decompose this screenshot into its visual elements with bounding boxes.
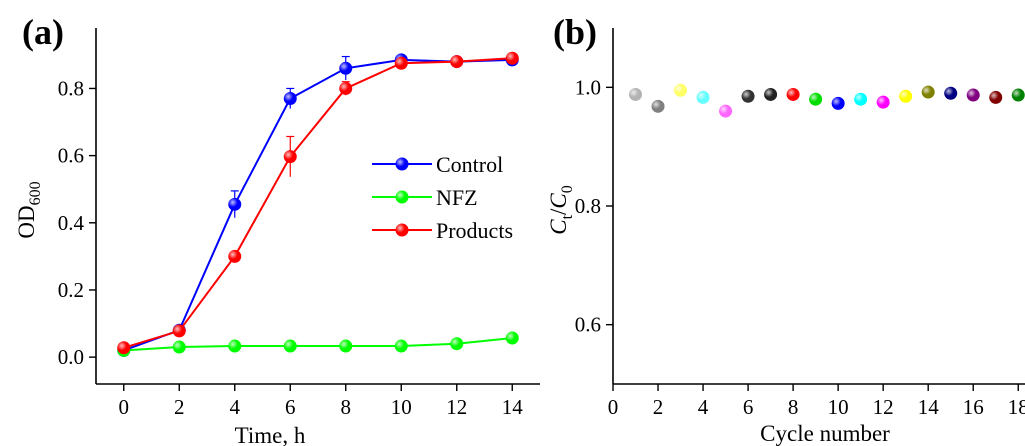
data-point-control — [339, 61, 353, 75]
panel-a-y-tick-label: 0.4 — [58, 211, 85, 235]
legend-marker-control — [395, 157, 409, 171]
scatter-point-cycle-1 — [629, 87, 643, 101]
data-point-products — [505, 51, 519, 65]
scatter-point-cycle-17 — [989, 90, 1003, 104]
data-point-nfz — [172, 340, 186, 354]
scatter-point-cycle-13 — [899, 89, 913, 103]
panel-b-x-tick-label: 4 — [698, 395, 709, 419]
panel-b-label: (b) — [553, 12, 597, 52]
data-point-nfz — [394, 339, 408, 353]
legend-label-products: Products — [436, 218, 513, 243]
panel-b-x-tick-label: 18 — [1008, 395, 1025, 419]
panel-a-x-tick-label: 10 — [391, 395, 412, 419]
panel-a-y-tick-label: 0.6 — [58, 144, 84, 168]
scatter-point-cycle-16 — [966, 88, 980, 102]
panel-a-x-tick-label: 0 — [119, 395, 130, 419]
panel-b-y-tick-label: 0.8 — [575, 194, 601, 218]
panel-a-x-tick-label: 6 — [285, 395, 296, 419]
scatter-point-cycle-4 — [696, 90, 710, 104]
panel-b-x-tick-label: 2 — [653, 395, 664, 419]
panel-a: (a) Time, h OD600 0 2 4 6 8 10 12 14 0.0 0.2 0.4 0.… — [14, 12, 540, 446]
data-point-nfz — [283, 339, 297, 353]
scatter-point-cycle-3 — [674, 83, 688, 97]
scatter-point-cycle-11 — [854, 92, 868, 106]
scatter-point-cycle-10 — [831, 96, 845, 110]
panel-b-x-axis-label: Cycle number — [760, 421, 890, 446]
data-point-nfz — [505, 331, 519, 345]
panel-a-x-axis-label: Time, h — [235, 423, 306, 446]
panel-b-x-tick-label: 16 — [963, 395, 984, 419]
scatter-point-cycle-6 — [741, 89, 755, 103]
legend-marker-nfz — [395, 190, 409, 204]
scatter-point-cycle-7 — [764, 87, 778, 101]
data-point-nfz — [450, 337, 464, 351]
scatter-point-cycle-18 — [1011, 88, 1025, 102]
data-point-products — [283, 150, 297, 164]
scatter-point-cycle-15 — [944, 86, 958, 100]
data-point-nfz — [228, 339, 242, 353]
panel-a-x-tick-label: 12 — [446, 395, 467, 419]
data-point-control — [228, 197, 242, 211]
panel-a-y-axis-label: OD600 — [14, 181, 44, 238]
scatter-point-cycle-9 — [809, 92, 823, 106]
panel-b-ticks: 0 2 4 6 8 10 12 14 16 18 0.6 0.8 1.0 — [575, 75, 1025, 419]
data-point-products — [117, 341, 131, 355]
legend-label-control: Control — [436, 152, 503, 177]
panel-a-y-tick-label: 0.8 — [58, 76, 84, 100]
scatter-point-cycle-2 — [651, 99, 665, 113]
panel-b-x-tick-label: 6 — [743, 395, 754, 419]
data-point-products — [228, 249, 242, 263]
data-point-products — [450, 55, 464, 69]
data-point-products — [394, 56, 408, 70]
legend-label-nfz: NFZ — [436, 185, 478, 210]
panel-a-series — [117, 51, 519, 357]
data-point-nfz — [339, 339, 353, 353]
scatter-point-cycle-5 — [719, 104, 733, 118]
panel-a-x-tick-label: 2 — [174, 395, 185, 419]
panel-b: (b) Cycle number Ct/C0 0 2 4 6 8 10 12 14 16 18 0.… — [546, 12, 1025, 446]
panel-b-y-tick-label: 0.6 — [575, 313, 601, 337]
panel-a-x-tick-label: 8 — [341, 395, 352, 419]
data-point-control — [283, 92, 297, 106]
panel-b-x-tick-label: 8 — [788, 395, 799, 419]
panel-b-x-tick-label: 12 — [873, 395, 894, 419]
panel-a-x-tick-label: 4 — [230, 395, 241, 419]
panel-b-x-tick-label: 0 — [608, 395, 619, 419]
panel-b-points — [629, 83, 1025, 118]
scatter-point-cycle-8 — [786, 87, 800, 101]
scatter-point-cycle-12 — [876, 95, 890, 109]
panel-a-y-tick-label: 0.2 — [58, 278, 84, 302]
scatter-point-cycle-14 — [921, 85, 935, 99]
data-point-products — [339, 81, 353, 95]
series-line-nfz — [123, 336, 513, 352]
panel-a-x-tick-label: 14 — [502, 395, 524, 419]
panel-a-legend: Control NFZ Products — [372, 152, 513, 243]
panel-a-ticks: 0 2 4 6 8 10 12 14 0.0 0.2 0.4 0.6 0.8 — [58, 76, 524, 419]
panel-a-y-tick-label: 0.0 — [58, 345, 84, 369]
panel-a-label: (a) — [22, 12, 64, 52]
data-point-products — [172, 324, 186, 338]
panel-b-y-axis-label: Ct/C0 — [546, 185, 576, 235]
series-line-products — [123, 57, 513, 349]
legend-marker-products — [395, 223, 409, 237]
panel-b-y-tick-label: 1.0 — [575, 75, 601, 99]
panel-b-x-tick-label: 14 — [918, 395, 940, 419]
panel-b-x-tick-label: 10 — [828, 395, 849, 419]
